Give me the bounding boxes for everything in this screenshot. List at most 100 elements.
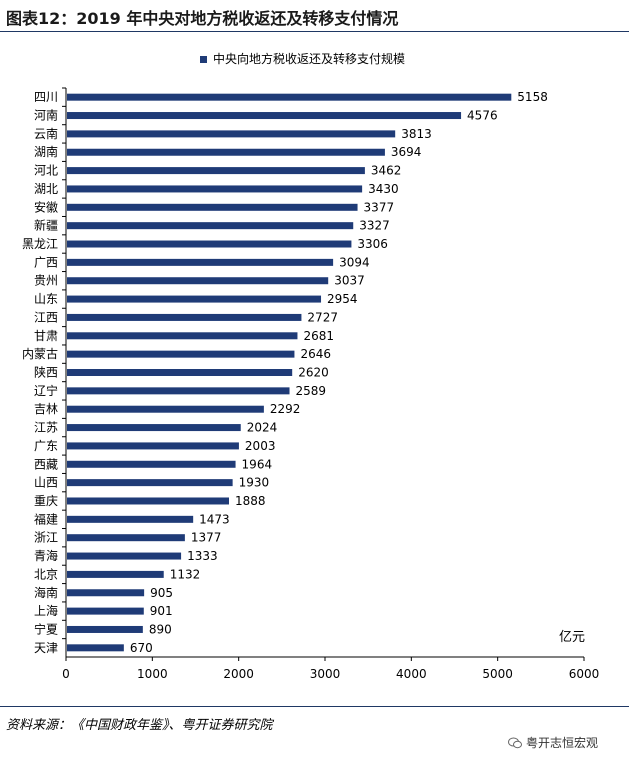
value-label: 1473 [199,512,230,526]
category-label: 吉林 [34,402,58,416]
value-label: 2589 [296,384,327,398]
category-label: 重庆 [34,494,58,508]
bottom-rule [0,706,629,707]
chart-title: 图表12：2019 年中央对地方税收返还及转移支付情况 [6,9,399,28]
category-label: 河南 [34,108,58,123]
category-label: 云南 [34,126,58,141]
value-label: 2954 [327,292,358,306]
bar [67,625,143,633]
bar [67,589,145,597]
value-label: 1377 [191,531,222,545]
category-label: 浙江 [34,531,58,545]
bar [67,607,144,615]
bar [67,479,233,487]
bar [67,277,329,285]
value-label: 1964 [242,457,273,471]
category-label: 河北 [34,164,58,178]
bar [67,313,302,321]
bar [67,112,462,120]
category-label: 西藏 [34,457,58,471]
bar [67,258,334,266]
value-label: 3813 [401,127,432,141]
category-label: 江西 [34,310,58,324]
value-label: 2646 [300,347,331,361]
bar [67,350,295,358]
category-label: 上海 [34,603,58,618]
bar [67,552,182,560]
category-label: 青海 [34,548,58,563]
bar [67,185,363,193]
bar [67,222,354,230]
value-label: 905 [150,586,173,600]
bar [67,424,241,432]
category-label: 山东 [34,292,58,306]
bar [67,515,194,523]
bar [67,167,365,175]
bar [67,203,358,211]
category-label: 内蒙古 [22,346,58,361]
value-label: 901 [150,604,173,618]
value-label: 3327 [359,219,390,233]
bar [67,497,229,505]
bar [67,332,298,340]
value-label: 3462 [371,164,402,178]
value-label: 3377 [364,200,395,214]
watermark: 粤开志恒宏观 [508,734,598,751]
unit-label: 亿元 [559,630,585,645]
category-label: 福建 [34,511,58,526]
x-tick-label: 3000 [310,667,341,681]
value-label: 1888 [235,494,266,508]
category-label: 山西 [34,476,58,490]
value-label: 3430 [368,182,399,196]
value-label: 670 [130,641,153,655]
value-label: 2024 [247,421,278,435]
bar [67,442,239,450]
value-label: 3694 [391,145,422,159]
category-label: 黑龙江 [22,237,58,251]
bar [67,295,322,303]
category-label: 海南 [34,585,58,600]
category-label: 四川 [34,90,58,104]
value-label: 3037 [334,274,365,288]
category-label: 贵州 [34,274,58,288]
top-rule [0,31,629,32]
value-label: 2681 [303,329,334,343]
value-label: 3306 [357,237,388,251]
value-label: 2727 [307,310,338,324]
x-tick-label: 1000 [137,667,168,681]
bar [67,148,385,156]
bar-chart: 0 1000 2000 3000 4000 5000 6000 四川 5158 河南 4576 云南 3… [22,87,599,681]
category-label: 湖南 [34,144,58,159]
value-label: 5158 [517,90,548,104]
value-label: 1333 [187,549,218,563]
x-tick-label: 4000 [396,667,427,681]
bar [67,460,236,468]
category-label: 宁夏 [34,621,58,636]
value-label: 2620 [298,366,329,380]
category-label: 新疆 [34,218,58,233]
bar [67,644,124,652]
category-label: 陕西 [34,365,58,380]
category-label: 江苏 [34,421,58,435]
bar [67,130,396,138]
bar [67,369,293,376]
x-tick-label: 2000 [223,667,254,681]
bar [67,570,164,578]
value-label: 1930 [239,476,270,490]
value-label: 890 [149,622,172,636]
category-label: 北京 [34,567,58,581]
value-label: 3094 [339,255,370,269]
category-label: 湖北 [34,181,58,196]
x-tick-label: 5000 [482,667,513,681]
bar [67,387,290,395]
legend: 中央向地方税收返还及转移支付规模 [200,50,405,67]
bar [67,534,185,542]
legend-swatch [200,56,207,63]
value-label: 2292 [270,402,301,416]
category-label: 安徽 [34,199,58,214]
value-label: 4576 [467,109,498,123]
wechat-icon [508,737,522,749]
category-label: 辽宁 [34,383,58,398]
value-label: 1132 [170,567,201,581]
source-note: 资料来源：《中国财政年鉴》、粤开证券研究院 [6,718,273,733]
